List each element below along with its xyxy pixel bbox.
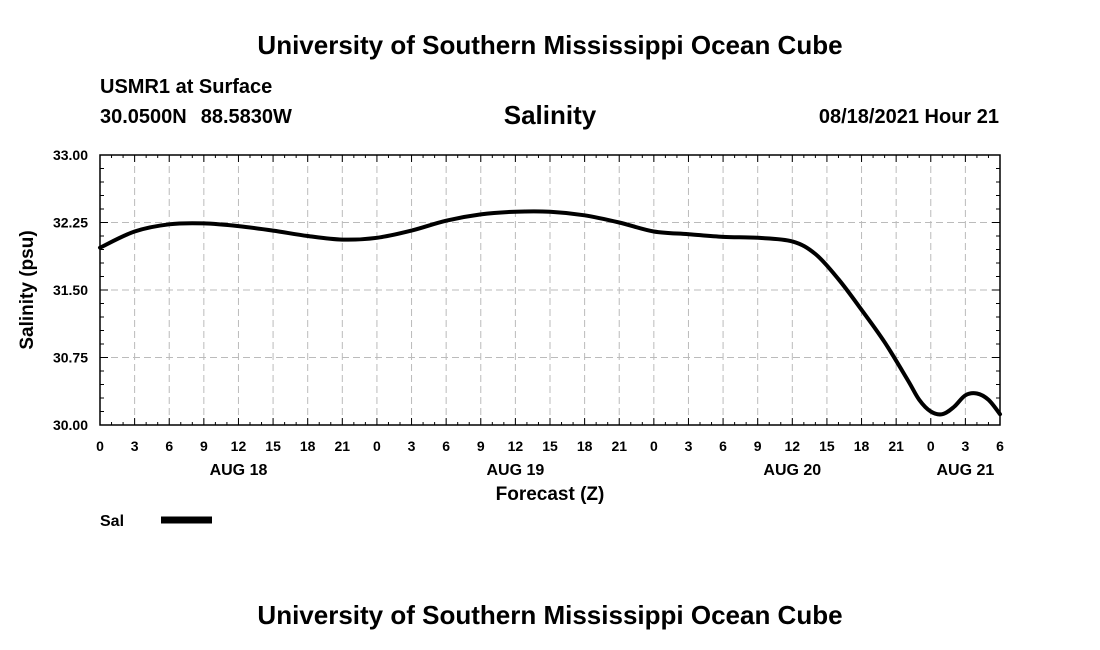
- main-title: University of Southern Mississippi Ocean…: [257, 30, 843, 60]
- latitude: 30.0500N: [100, 106, 187, 128]
- y-axis-label: Salinity (psu): [17, 230, 38, 349]
- coordinates: 30.0500N 88.5830W: [100, 106, 292, 129]
- x-tick-label: 9: [477, 438, 485, 454]
- station-label: USMR1 at Surface: [100, 76, 273, 98]
- x-tick-label: 0: [96, 438, 104, 454]
- x-tick-label: 12: [508, 438, 524, 454]
- x-tick-label: 0: [927, 438, 935, 454]
- x-tick-label: 18: [300, 438, 316, 454]
- x-tick-label: 3: [131, 438, 139, 454]
- x-tick-label: 3: [685, 438, 693, 454]
- date-label: AUG 21: [936, 462, 994, 479]
- y-tick-label: 31.50: [53, 282, 88, 298]
- x-tick-label: 12: [231, 438, 247, 454]
- x-tick-label: 18: [854, 438, 870, 454]
- y-tick-label: 33.00: [53, 147, 88, 163]
- x-tick-label: 3: [961, 438, 969, 454]
- x-tick-label: 21: [611, 438, 627, 454]
- x-tick-label: 3: [408, 438, 416, 454]
- x-tick-label: 15: [819, 438, 835, 454]
- series-line-sal: [98, 209, 1002, 417]
- variable-title: Salinity: [503, 100, 597, 130]
- date-label: AUG 20: [763, 462, 821, 479]
- longitude: 88.5830W: [200, 106, 292, 128]
- date-label: AUG 18: [210, 462, 268, 479]
- x-tick-label: 0: [373, 438, 381, 454]
- x-tick-label: 6: [996, 438, 1004, 454]
- x-tick-label: 21: [335, 438, 351, 454]
- y-tick-label: 32.25: [53, 215, 88, 231]
- x-tick-label: 9: [200, 438, 208, 454]
- x-tick-label: 6: [165, 438, 173, 454]
- x-tick-label: 6: [442, 438, 450, 454]
- x-tick-label: 12: [785, 438, 801, 454]
- x-tick-label: 21: [888, 438, 904, 454]
- grid-layer: [100, 155, 1000, 425]
- x-tick-label: 18: [577, 438, 593, 454]
- x-tick-label: 15: [265, 438, 281, 454]
- x-tick-label: 9: [754, 438, 762, 454]
- x-tick-label: 0: [650, 438, 658, 454]
- legend-label: Sal: [100, 513, 124, 530]
- footer-title: University of Southern Mississippi Ocean…: [257, 600, 843, 630]
- y-tick-label: 30.75: [53, 350, 88, 366]
- ticks-layer: 0 3 6 9 12 15 18 21 0 3 6 9 12 15 18 21 0 3 6 9 12 15 18 21 0 3 6A…: [53, 147, 1004, 479]
- forecast-datetime: 08/18/2021 Hour 21: [818, 106, 999, 128]
- x-tick-label: 15: [542, 438, 558, 454]
- date-label: AUG 19: [486, 462, 544, 479]
- x-axis-label: Forecast (Z): [496, 484, 605, 505]
- y-tick-label: 30.00: [53, 417, 88, 433]
- x-tick-label: 6: [719, 438, 727, 454]
